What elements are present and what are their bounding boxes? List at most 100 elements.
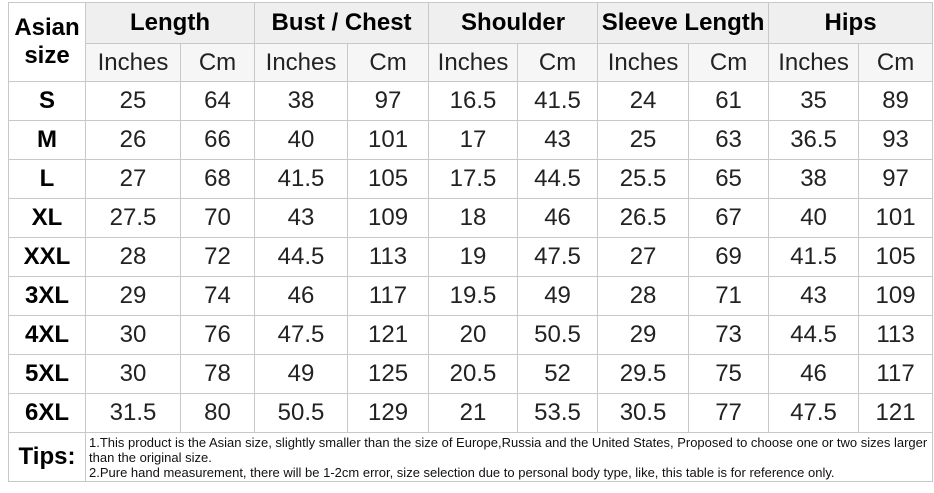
value-cell-cm: 113 [858,315,934,355]
value-cell-cm: 47.5 [517,237,599,277]
value-cell-cm: 53.5 [517,393,599,433]
value-cell-inches: 25.5 [597,159,690,199]
value-cell-inches: 38 [254,81,349,121]
value-cell-cm: 78 [179,354,256,394]
value-cell-inches: 43 [254,198,349,238]
value-cell-inches: 19 [428,237,519,277]
size-chart: Asian size Length Bust / Chest Shoulder Slee… [8,2,934,482]
value-cell-cm: 68 [179,159,256,199]
group-header-shoulder: Shoulder [428,2,599,44]
value-cell-cm: 97 [858,159,934,199]
value-cell-cm: 76 [179,315,256,355]
table-row-xl: XL 27.5 70 43 109 18 46 26.5 67 40 101 [8,198,934,238]
unit-header-cm: Cm [858,43,934,82]
value-cell-cm: 125 [347,354,430,394]
value-cell-cm: 80 [179,393,256,433]
unit-header-cm: Cm [688,43,770,82]
value-cell-inches: 46 [254,276,349,316]
value-cell-cm: 121 [858,393,934,433]
value-cell-inches: 18 [428,198,519,238]
value-cell-inches: 50.5 [254,393,349,433]
size-label-xxl: XXL [8,237,86,277]
unit-header-cm: Cm [517,43,599,82]
value-cell-cm: 70 [179,198,256,238]
unit-header-inches: Inches [254,43,349,82]
table-row-l: L 27 68 41.5 105 17.5 44.5 25.5 65 38 97 [8,159,934,199]
value-cell-cm: 101 [858,198,934,238]
value-cell-cm: 66 [179,120,256,160]
value-cell-inches: 27.5 [85,198,181,238]
size-label-3xl: 3XL [8,276,86,316]
table-row-5xl: 5XL 30 78 49 125 20.5 52 29.5 75 46 117 [8,354,934,394]
value-cell-cm: 129 [347,393,430,433]
value-cell-inches: 17 [428,120,519,160]
value-cell-cm: 109 [858,276,934,316]
value-cell-cm: 64 [179,81,256,121]
table-row-4xl: 4XL 30 76 47.5 121 20 50.5 29 73 44.5 113 [8,315,934,355]
value-cell-inches: 25 [597,120,690,160]
value-cell-cm: 41.5 [517,81,599,121]
value-cell-cm: 65 [688,159,770,199]
value-cell-inches: 43 [768,276,860,316]
value-cell-cm: 50.5 [517,315,599,355]
value-cell-inches: 29 [597,315,690,355]
tips-label: Tips: [8,432,86,482]
value-cell-cm: 117 [858,354,934,394]
value-cell-inches: 36.5 [768,120,860,160]
value-cell-cm: 93 [858,120,934,160]
value-cell-inches: 27 [597,237,690,277]
value-cell-inches: 27 [85,159,181,199]
value-cell-inches: 30 [85,315,181,355]
value-cell-inches: 40 [254,120,349,160]
value-cell-inches: 41.5 [254,159,349,199]
value-cell-inches: 28 [597,276,690,316]
value-cell-inches: 47.5 [768,393,860,433]
size-label-m: M [8,120,86,160]
value-cell-cm: 117 [347,276,430,316]
value-cell-inches: 16.5 [428,81,519,121]
value-cell-cm: 43 [517,120,599,160]
tips-line-1: 1.This product is the Asian size, slight… [89,434,928,465]
group-header-length: Length [84,2,256,44]
size-label-4xl: 4XL [8,315,86,355]
unit-header-inches: Inches [768,43,860,82]
value-cell-cm: 46 [517,198,599,238]
size-chart-table: Asian size Length Bust / Chest Shoulder Slee… [8,2,934,482]
value-cell-inches: 21 [428,393,519,433]
value-cell-inches: 49 [254,354,349,394]
group-header-hips: Hips [768,2,934,44]
value-cell-cm: 75 [688,354,770,394]
value-cell-inches: 30.5 [597,393,690,433]
value-cell-inches: 19.5 [428,276,519,316]
value-cell-cm: 69 [688,237,770,277]
value-cell-cm: 63 [688,120,770,160]
value-cell-inches: 44.5 [768,315,860,355]
tips-row: Tips: 1.This product is the Asian size, s… [8,432,934,482]
value-cell-cm: 73 [688,315,770,355]
value-cell-cm: 105 [347,159,430,199]
value-cell-cm: 109 [347,198,430,238]
value-cell-inches: 31.5 [85,393,181,433]
value-cell-cm: 97 [347,81,430,121]
size-label-l: L [8,159,86,199]
unit-header-cm: Cm [179,43,256,82]
corner-asian-size-cell: Asian size [8,2,86,82]
group-header-bust-chest: Bust / Chest [254,2,430,44]
value-cell-cm: 61 [688,81,770,121]
value-cell-cm: 77 [688,393,770,433]
value-cell-cm: 44.5 [517,159,599,199]
value-cell-cm: 113 [347,237,430,277]
size-label-s: S [8,81,86,121]
value-cell-inches: 41.5 [768,237,860,277]
value-cell-inches: 26.5 [597,198,690,238]
value-cell-inches: 24 [597,81,690,121]
tips-text: 1.This product is the Asian size, slight… [84,432,934,482]
group-header-sleeve-length: Sleeve Length [597,2,770,44]
value-cell-inches: 25 [85,81,181,121]
value-cell-inches: 30 [85,354,181,394]
table-row-m: M 26 66 40 101 17 43 25 63 36.5 93 [8,120,934,160]
table-row-6xl: 6XL 31.5 80 50.5 129 21 53.5 30.5 77 47.5 121 [8,393,934,433]
value-cell-inches: 38 [768,159,860,199]
value-cell-cm: 101 [347,120,430,160]
size-label-6xl: 6XL [8,393,86,433]
